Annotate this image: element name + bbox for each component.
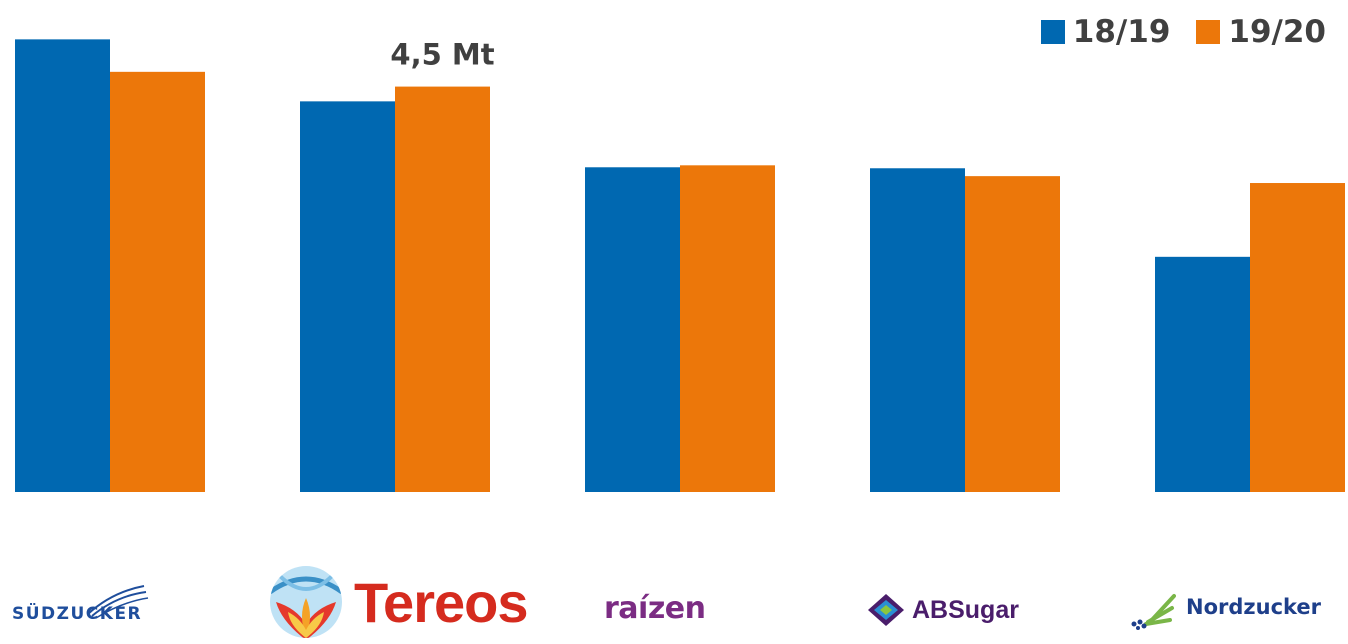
bar-sdzucker-19-20 — [110, 71, 205, 492]
legend-swatch-19-20 — [1196, 20, 1221, 44]
annotation-label: 4,5 Mt — [390, 38, 494, 72]
rays-icon — [1131, 594, 1176, 630]
bar-tereos-18-19 — [300, 101, 395, 493]
bar-absugar-19-20 — [965, 176, 1060, 493]
bar-razen-19-20 — [680, 165, 775, 492]
logo-nordzucker: Nordzucker — [1124, 582, 1346, 632]
legend-item-18-19: 18/19 — [1040, 14, 1171, 50]
legend-label-19-20: 19/20 — [1228, 14, 1326, 50]
bar-tereos-19-20 — [395, 86, 490, 492]
bar-sdzucker-18-19 — [15, 39, 110, 493]
logo-text-raizen: raízen — [604, 590, 706, 626]
flower-globe-icon — [270, 566, 342, 638]
logo-text-tereos: Tereos — [354, 570, 528, 634]
legend-swatch-18-19 — [1040, 20, 1065, 44]
chart-legend: 18/19 19/20 — [1040, 14, 1326, 50]
logo-text-sudzucker: SÜDZUCKER — [12, 604, 143, 624]
bar-razen-18-19 — [585, 167, 680, 492]
diamond-icon — [868, 594, 904, 626]
logo-raizen: raízen — [604, 588, 724, 628]
bar-absugar-18-19 — [870, 168, 965, 493]
logo-tereos: Tereos — [268, 562, 528, 642]
legend-label-18-19: 18/19 — [1072, 14, 1171, 50]
bar-nordzucker-19-20 — [1250, 183, 1345, 493]
swoosh-icon — [87, 585, 149, 619]
logo-text-nordzucker: Nordzucker — [1186, 595, 1322, 619]
logo-absugar: ABSugar — [866, 590, 1056, 630]
logo-sudzucker: SÜDZUCKER — [12, 582, 162, 632]
company-logos: SÜDZUCKER Tereos raízen ABSu — [0, 560, 1348, 644]
legend-item-19-20: 19/20 — [1196, 14, 1326, 50]
bar-chart: 4,5 Mt — [15, 38, 1345, 493]
logo-text-absugar: ABSugar — [912, 595, 1019, 624]
bar-nordzucker-18-19 — [1155, 256, 1250, 492]
